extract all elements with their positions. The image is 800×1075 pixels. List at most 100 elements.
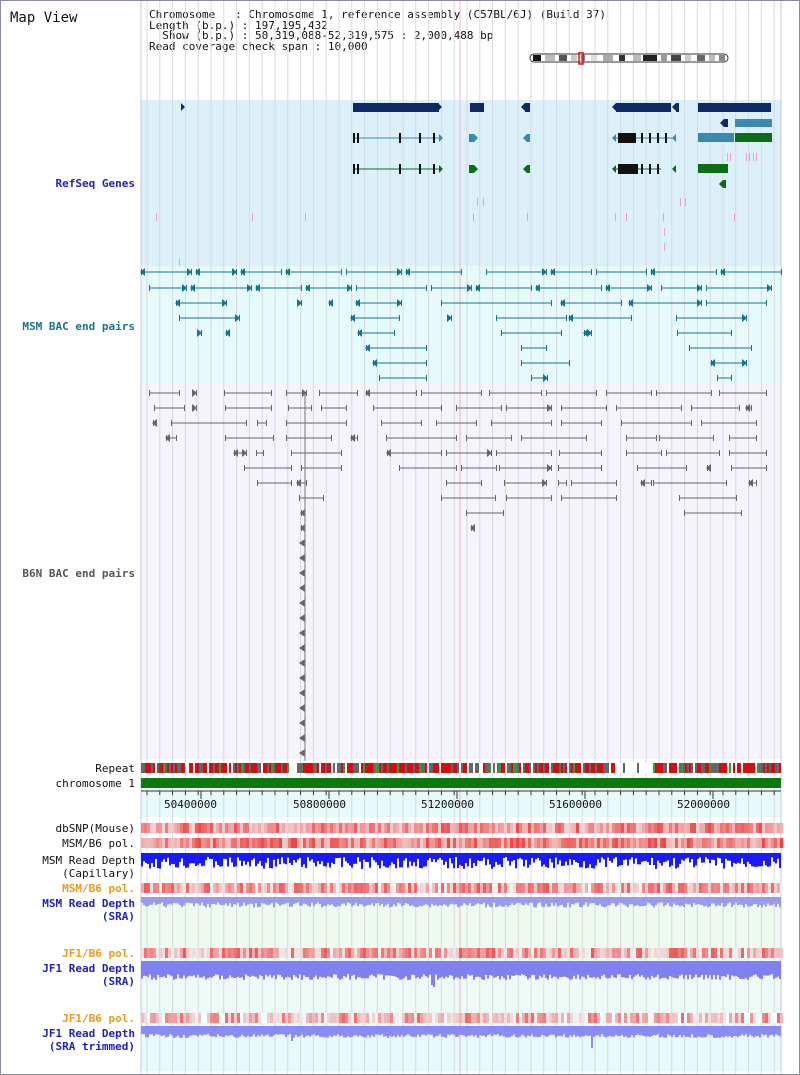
depth-bar — [509, 961, 511, 980]
heat-cell — [447, 823, 450, 833]
bac-end — [179, 390, 180, 396]
heat-cell — [318, 823, 321, 833]
heat-cell — [243, 838, 246, 848]
depth-bar — [225, 961, 227, 980]
heat-cell — [723, 883, 726, 893]
heat-cell — [366, 838, 369, 848]
heat-cell — [612, 948, 615, 958]
chromosome-ideogram[interactable] — [529, 52, 731, 66]
depth-bar — [295, 1026, 297, 1035]
depth-bar — [329, 853, 331, 868]
heat-cell — [717, 948, 720, 958]
depth-bar — [351, 1026, 353, 1038]
heat-cell — [528, 823, 531, 833]
depth-bar — [573, 1026, 575, 1035]
depth-bar — [577, 961, 579, 975]
heat-cell — [456, 823, 459, 833]
depth-bar — [181, 961, 183, 979]
heat-cell — [336, 1013, 339, 1023]
depth-bar — [697, 897, 699, 904]
depth-bar — [223, 853, 225, 859]
depth-bar — [439, 961, 441, 978]
depth-bar — [233, 961, 235, 979]
depth-bar — [667, 897, 669, 904]
heat-cell — [168, 948, 171, 958]
repeat-mark — [623, 763, 625, 773]
gene-exon — [641, 164, 643, 174]
depth-bar — [443, 897, 445, 905]
depth-bar — [461, 961, 463, 977]
depth-bar — [237, 897, 239, 903]
heat-cell — [675, 823, 678, 833]
heat-cell — [768, 948, 771, 958]
heat-cell — [435, 1013, 438, 1023]
heat-cell — [462, 948, 465, 958]
heat-cell — [402, 948, 405, 958]
depth-bar — [777, 853, 779, 859]
depth-bar — [313, 853, 315, 863]
depth-bar — [353, 1026, 355, 1036]
repeat-mark — [373, 763, 375, 773]
repeat-mark — [519, 763, 521, 773]
depth-bar — [321, 1026, 323, 1037]
depth-bar — [501, 853, 503, 868]
depth-bar — [445, 1026, 447, 1038]
heat-cell — [543, 948, 546, 958]
bac-end — [679, 495, 680, 501]
axis-panel — [141, 791, 781, 817]
depth-bar — [391, 961, 393, 976]
heat-cell — [627, 948, 630, 958]
heat-cell — [384, 948, 387, 958]
bac-end — [653, 480, 654, 486]
depth-bar — [553, 1026, 555, 1035]
repeat-mark — [259, 763, 261, 773]
gene-block — [527, 165, 530, 173]
depth-bar — [407, 853, 409, 868]
heat-cell — [324, 948, 327, 958]
repeat-mark — [345, 763, 347, 773]
heat-cell — [486, 823, 489, 833]
heat-cell — [462, 838, 465, 848]
repeat-mark — [737, 763, 739, 773]
heat-cell — [381, 838, 384, 848]
heat-cell — [465, 1013, 468, 1023]
depth-bar — [335, 961, 337, 975]
heat-cell — [582, 838, 585, 848]
gene-block — [724, 119, 728, 127]
depth-bar — [403, 961, 405, 979]
depth-bar — [501, 961, 503, 977]
depth-bar — [517, 961, 519, 976]
depth-bar — [731, 1026, 733, 1038]
heat-cell — [609, 838, 612, 848]
heat-cell — [615, 948, 618, 958]
heat-cell — [735, 883, 738, 893]
depth-bar — [179, 853, 181, 862]
heat-cell — [330, 1013, 333, 1023]
heat-cell — [396, 823, 399, 833]
depth-bar — [189, 1026, 191, 1036]
heat-cell — [774, 883, 777, 893]
repeat-mark — [357, 763, 359, 773]
gene-arrow — [521, 103, 525, 111]
heat-cell — [648, 948, 651, 958]
heat-cell — [612, 1013, 615, 1023]
bac-end — [496, 450, 497, 456]
depth-bar — [739, 897, 741, 905]
depth-bar — [625, 961, 627, 979]
depth-bar — [583, 853, 585, 862]
bac-end — [416, 390, 417, 396]
heat-cell — [411, 838, 414, 848]
repeat-mark — [601, 763, 603, 773]
repeat-mark — [269, 763, 271, 773]
heat-cell — [258, 948, 261, 958]
heat-cell — [300, 948, 303, 958]
bac-end — [651, 390, 652, 396]
bac-end — [601, 285, 602, 291]
depth-bar — [271, 961, 273, 978]
heat-cell — [255, 883, 258, 893]
bac-end — [301, 465, 302, 471]
depth-bar — [631, 961, 633, 980]
heat-cell — [657, 883, 660, 893]
bac-end-arrow — [397, 299, 402, 307]
